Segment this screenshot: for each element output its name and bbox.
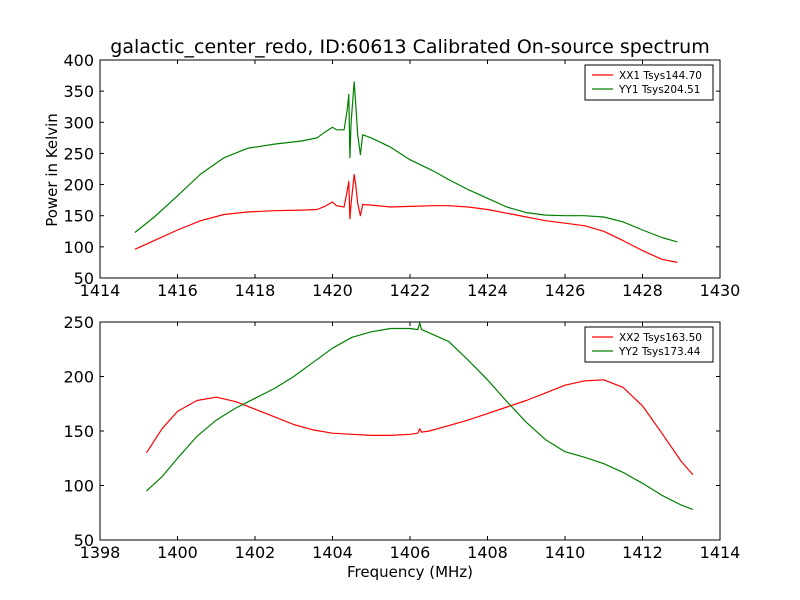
x-tick-label: 1420 bbox=[312, 281, 353, 300]
y-tick-label: 200 bbox=[63, 368, 94, 387]
series-line-1-1 bbox=[134, 174, 678, 263]
y-tick-label: 100 bbox=[63, 477, 94, 496]
x-tick-label: 1422 bbox=[390, 281, 431, 300]
chart-title: galactic_center_redo, ID:60613 Calibrate… bbox=[110, 36, 709, 58]
series-line-1-2 bbox=[134, 81, 678, 243]
series-line-2-2 bbox=[146, 322, 694, 511]
x-axis-label: Frequency (MHz) bbox=[347, 563, 473, 581]
legend-label: XX2 Tsys163.50 bbox=[619, 332, 702, 344]
x-tick-label: 1402 bbox=[235, 543, 276, 562]
x-tick-label: 1412 bbox=[622, 543, 663, 562]
legend-label: XX1 Tsys144.70 bbox=[619, 70, 702, 82]
x-tick-label: 1398 bbox=[80, 543, 121, 562]
x-tick-label: 1406 bbox=[390, 543, 431, 562]
y-tick-label: 150 bbox=[63, 422, 94, 441]
plots-layer: 1414 1416 1418 1420 1422 1424 1426 1428 1430 50 10… bbox=[63, 51, 740, 562]
plot-2: 1398 1400 1402 1404 1406 1408 1410 1412 1414 50 10… bbox=[63, 313, 740, 562]
x-tick-label: 1414 bbox=[80, 281, 121, 300]
y-tick-label: 50 bbox=[74, 269, 94, 288]
x-tick-label: 1418 bbox=[235, 281, 276, 300]
x-tick-label: 1424 bbox=[467, 281, 508, 300]
x-tick-label: 1410 bbox=[545, 543, 586, 562]
plot-1: 1414 1416 1418 1420 1422 1424 1426 1428 1430 50 10… bbox=[63, 51, 740, 300]
legend-label: YY2 Tsys173.44 bbox=[618, 346, 701, 358]
y-tick-label: 250 bbox=[63, 313, 94, 332]
x-tick-label: 1426 bbox=[545, 281, 586, 300]
x-tick-label: 1416 bbox=[157, 281, 198, 300]
series-line-2-1 bbox=[145, 379, 694, 475]
y-tick-label: 100 bbox=[63, 238, 94, 257]
x-tick-label: 1428 bbox=[622, 281, 663, 300]
y-tick-label: 200 bbox=[63, 176, 94, 195]
y-tick-label: 250 bbox=[63, 144, 94, 163]
y-tick-label: 50 bbox=[74, 531, 94, 550]
x-tick-label: 1430 bbox=[700, 281, 741, 300]
y-tick-label: 350 bbox=[63, 82, 94, 101]
x-tick-label: 1414 bbox=[700, 543, 741, 562]
y-tick-label: 400 bbox=[63, 51, 94, 70]
x-tick-label: 1408 bbox=[467, 543, 508, 562]
legend-box-2 bbox=[584, 326, 714, 363]
y-axis-label: Power in Kelvin bbox=[43, 113, 61, 227]
x-tick-label: 1400 bbox=[157, 543, 198, 562]
y-tick-label: 150 bbox=[63, 207, 94, 226]
x-tick-label: 1404 bbox=[312, 543, 353, 562]
legend-label: YY1 Tsys204.51 bbox=[618, 84, 700, 96]
legend-box-1 bbox=[584, 64, 714, 101]
y-tick-label: 300 bbox=[63, 113, 94, 132]
